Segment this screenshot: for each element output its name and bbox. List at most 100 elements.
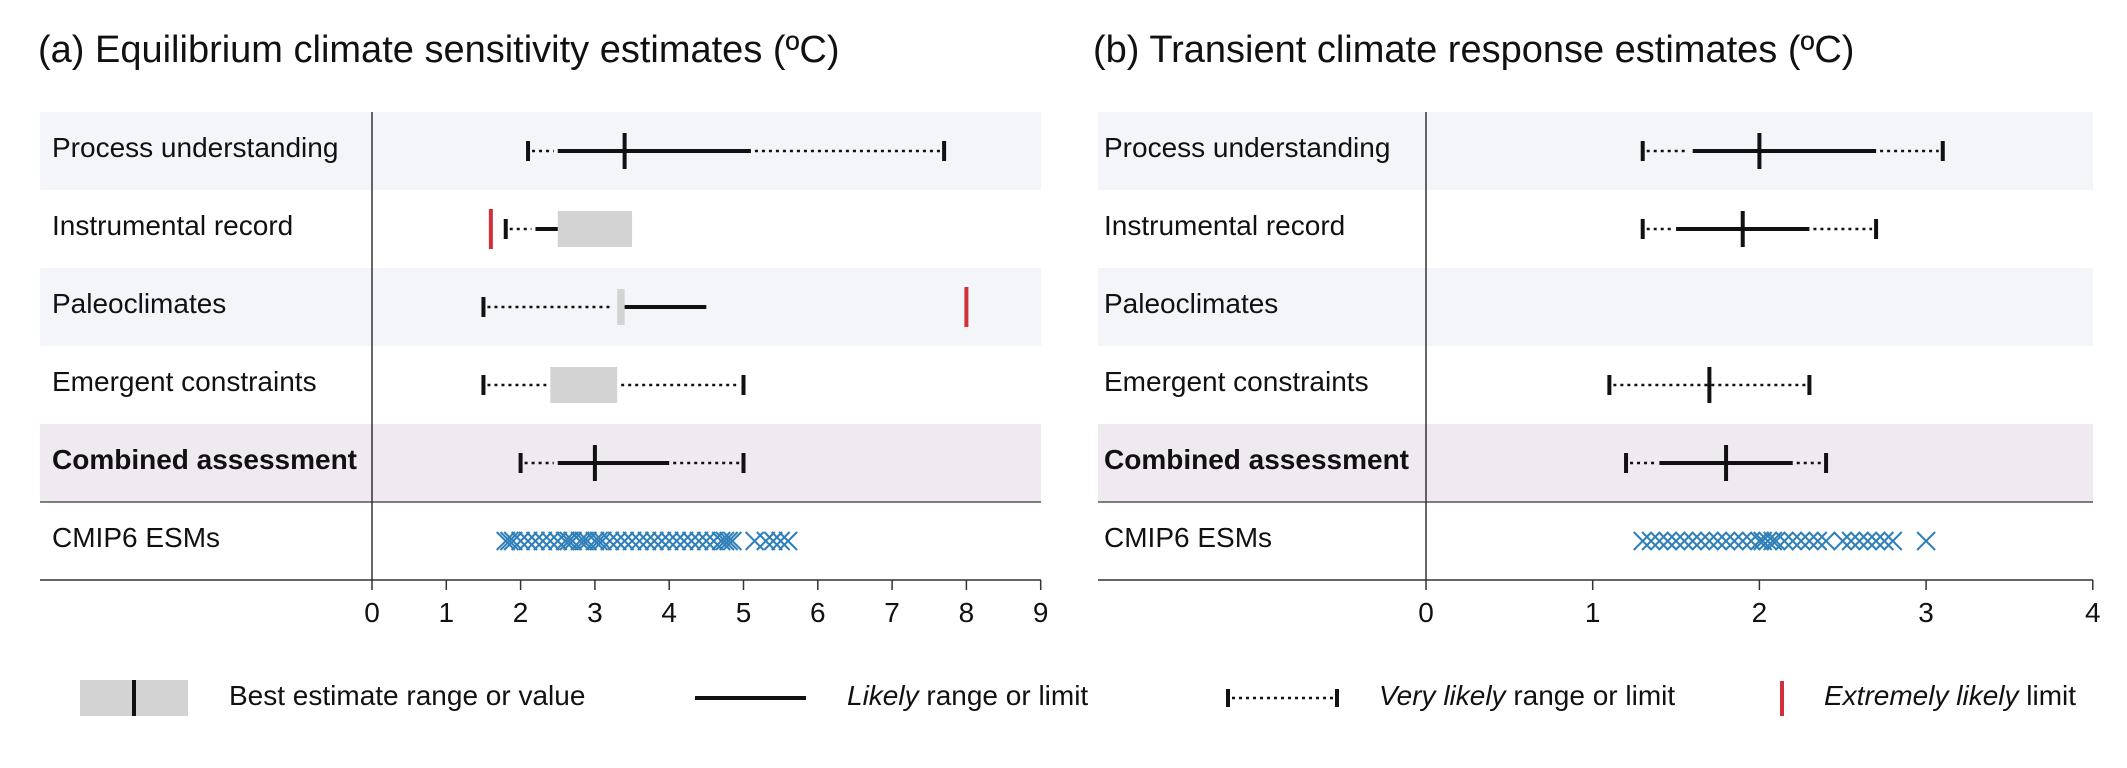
row-label: Emergent constraints xyxy=(52,366,317,397)
cmip6-point-stroke xyxy=(1649,531,1670,551)
cmip6-model-point xyxy=(1683,531,1703,551)
cmip6-model-point xyxy=(1666,531,1686,551)
cmip6-model-point xyxy=(1883,531,1903,551)
legend-likely-italic: Likely xyxy=(847,680,921,711)
legend-very-likely: Very likely range or limit xyxy=(1226,680,1675,711)
cmip6-point-stroke xyxy=(1641,531,1661,551)
cmip6-model-point xyxy=(588,531,609,551)
cmip6-point-stroke xyxy=(1916,531,1936,551)
cmip6-model-point xyxy=(1766,531,1786,551)
cmip6-model-point xyxy=(696,531,717,551)
cmip6-model-point xyxy=(555,531,575,551)
cmip6-model-point xyxy=(1649,531,1670,551)
cmip6-model-point xyxy=(722,531,743,551)
cmip6-model-point xyxy=(756,531,776,551)
cmip6-point-stroke xyxy=(1816,531,1836,551)
cmip6-model-point xyxy=(503,531,523,551)
cmip6-point-stroke xyxy=(644,531,665,551)
panel-b-x-axis: 0 1 2 3 4 xyxy=(1098,112,2101,628)
best-estimate-range xyxy=(550,367,618,403)
cmip6-model-point xyxy=(1866,531,1886,551)
cmip6-point-stroke xyxy=(1708,531,1728,551)
cmip6-point-stroke xyxy=(1883,531,1903,551)
cmip6-point-stroke xyxy=(1683,531,1703,551)
row-label: Process understanding xyxy=(52,132,338,163)
legend-extremely-likely-label: Extremely likely limit xyxy=(1824,680,2076,711)
cmip6-model-point xyxy=(763,531,783,551)
cmip6-model-point xyxy=(778,531,798,551)
cmip6-model-point xyxy=(1808,531,1828,551)
cmip6-model-point xyxy=(637,531,657,551)
cmip6-point-stroke xyxy=(689,531,709,551)
row-label: Combined assessment xyxy=(1104,444,1409,475)
cmip6-point-stroke xyxy=(1716,531,1736,551)
cmip6-point-stroke xyxy=(778,531,798,551)
cmip6-model-point xyxy=(1916,531,1936,551)
cmip6-point-stroke xyxy=(770,531,791,551)
cmip6-model-point xyxy=(1716,531,1736,551)
row-label: Process understanding xyxy=(1104,132,1390,163)
cmip6-model-point xyxy=(499,531,520,551)
cmip6-point-stroke xyxy=(540,531,561,551)
cmip6-point-stroke xyxy=(718,531,739,551)
x-tick-label: 7 xyxy=(884,597,900,628)
cmip6-point-stroke xyxy=(1758,531,1778,551)
row-label: Paleoclimates xyxy=(52,288,226,319)
panel-a-row-labels: Process understanding Instrumental recor… xyxy=(52,132,357,553)
cmip6-model-point xyxy=(1833,531,1853,551)
cmip6-point-stroke xyxy=(652,531,672,551)
cmip6-point-stroke xyxy=(622,531,642,551)
cmip6-point-stroke xyxy=(1724,531,1745,551)
cmip6-point-stroke xyxy=(681,531,702,551)
cmip6-model-point xyxy=(1858,531,1878,551)
cmip6-model-point xyxy=(770,531,791,551)
cmip6-model-point xyxy=(585,531,605,551)
cmip6-model-point xyxy=(1674,531,1695,551)
x-tick-label: 4 xyxy=(661,597,677,628)
row-label: Instrumental record xyxy=(1104,210,1345,241)
panel-a-title: (a) Equilibrium climate sensitivity esti… xyxy=(38,29,840,71)
panel-a-marks xyxy=(481,133,969,551)
x-tick-label: 0 xyxy=(1418,597,1434,628)
cmip6-model-point xyxy=(1708,531,1728,551)
panel-b-title: (b) Transient climate response estimates… xyxy=(1093,29,1854,71)
best-estimate-range xyxy=(557,211,633,247)
cmip6-point-stroke xyxy=(1699,531,1720,551)
x-tick-label: 3 xyxy=(1918,597,1934,628)
cmip6-model-point xyxy=(1633,531,1653,551)
legend-extremely-likely-italic: Extremely likely xyxy=(1824,680,2020,711)
cmip6-model-point xyxy=(1758,531,1778,551)
x-tick-label: 4 xyxy=(2085,597,2101,628)
cmip6-point-stroke xyxy=(503,531,523,551)
x-tick-label: 0 xyxy=(364,597,380,628)
cmip6-model-point xyxy=(540,531,561,551)
cmip6-point-stroke xyxy=(592,531,613,551)
x-tick-label: 1 xyxy=(1585,597,1601,628)
cmip6-point-stroke xyxy=(1633,531,1653,551)
x-tick-label: 2 xyxy=(513,597,529,628)
cmip6-model-point xyxy=(629,531,650,551)
legend-very-likely-italic: Very likely xyxy=(1379,680,1508,711)
panel-b-row-labels: Process understanding Instrumental recor… xyxy=(1104,132,1409,553)
row-label: Paleoclimates xyxy=(1104,288,1278,319)
cmip6-model-point xyxy=(592,531,613,551)
cmip6-model-point xyxy=(1816,531,1836,551)
panel-b-marks xyxy=(1607,133,1945,551)
legend: Best estimate range or value Likely rang… xyxy=(80,680,2076,716)
cmip6-point-stroke xyxy=(570,531,590,551)
cmip6-point-stroke xyxy=(756,531,776,551)
cmip6-point-stroke xyxy=(722,531,743,551)
cmip6-model-point xyxy=(1724,531,1745,551)
x-tick-label: 2 xyxy=(1752,597,1768,628)
cmip6-point-stroke xyxy=(1774,531,1795,551)
cmip6-point-stroke xyxy=(1833,531,1853,551)
cmip6-point-stroke xyxy=(600,531,620,551)
legend-best-estimate: Best estimate range or value xyxy=(80,680,585,716)
cmip6-point-stroke xyxy=(666,531,687,551)
cmip6-point-stroke xyxy=(533,531,553,551)
legend-very-likely-label: Very likely range or limit xyxy=(1379,680,1675,711)
cmip6-point-stroke xyxy=(585,531,605,551)
x-tick-label: 8 xyxy=(959,597,975,628)
cmip6-point-stroke xyxy=(715,531,735,551)
row-background xyxy=(1098,112,2093,190)
